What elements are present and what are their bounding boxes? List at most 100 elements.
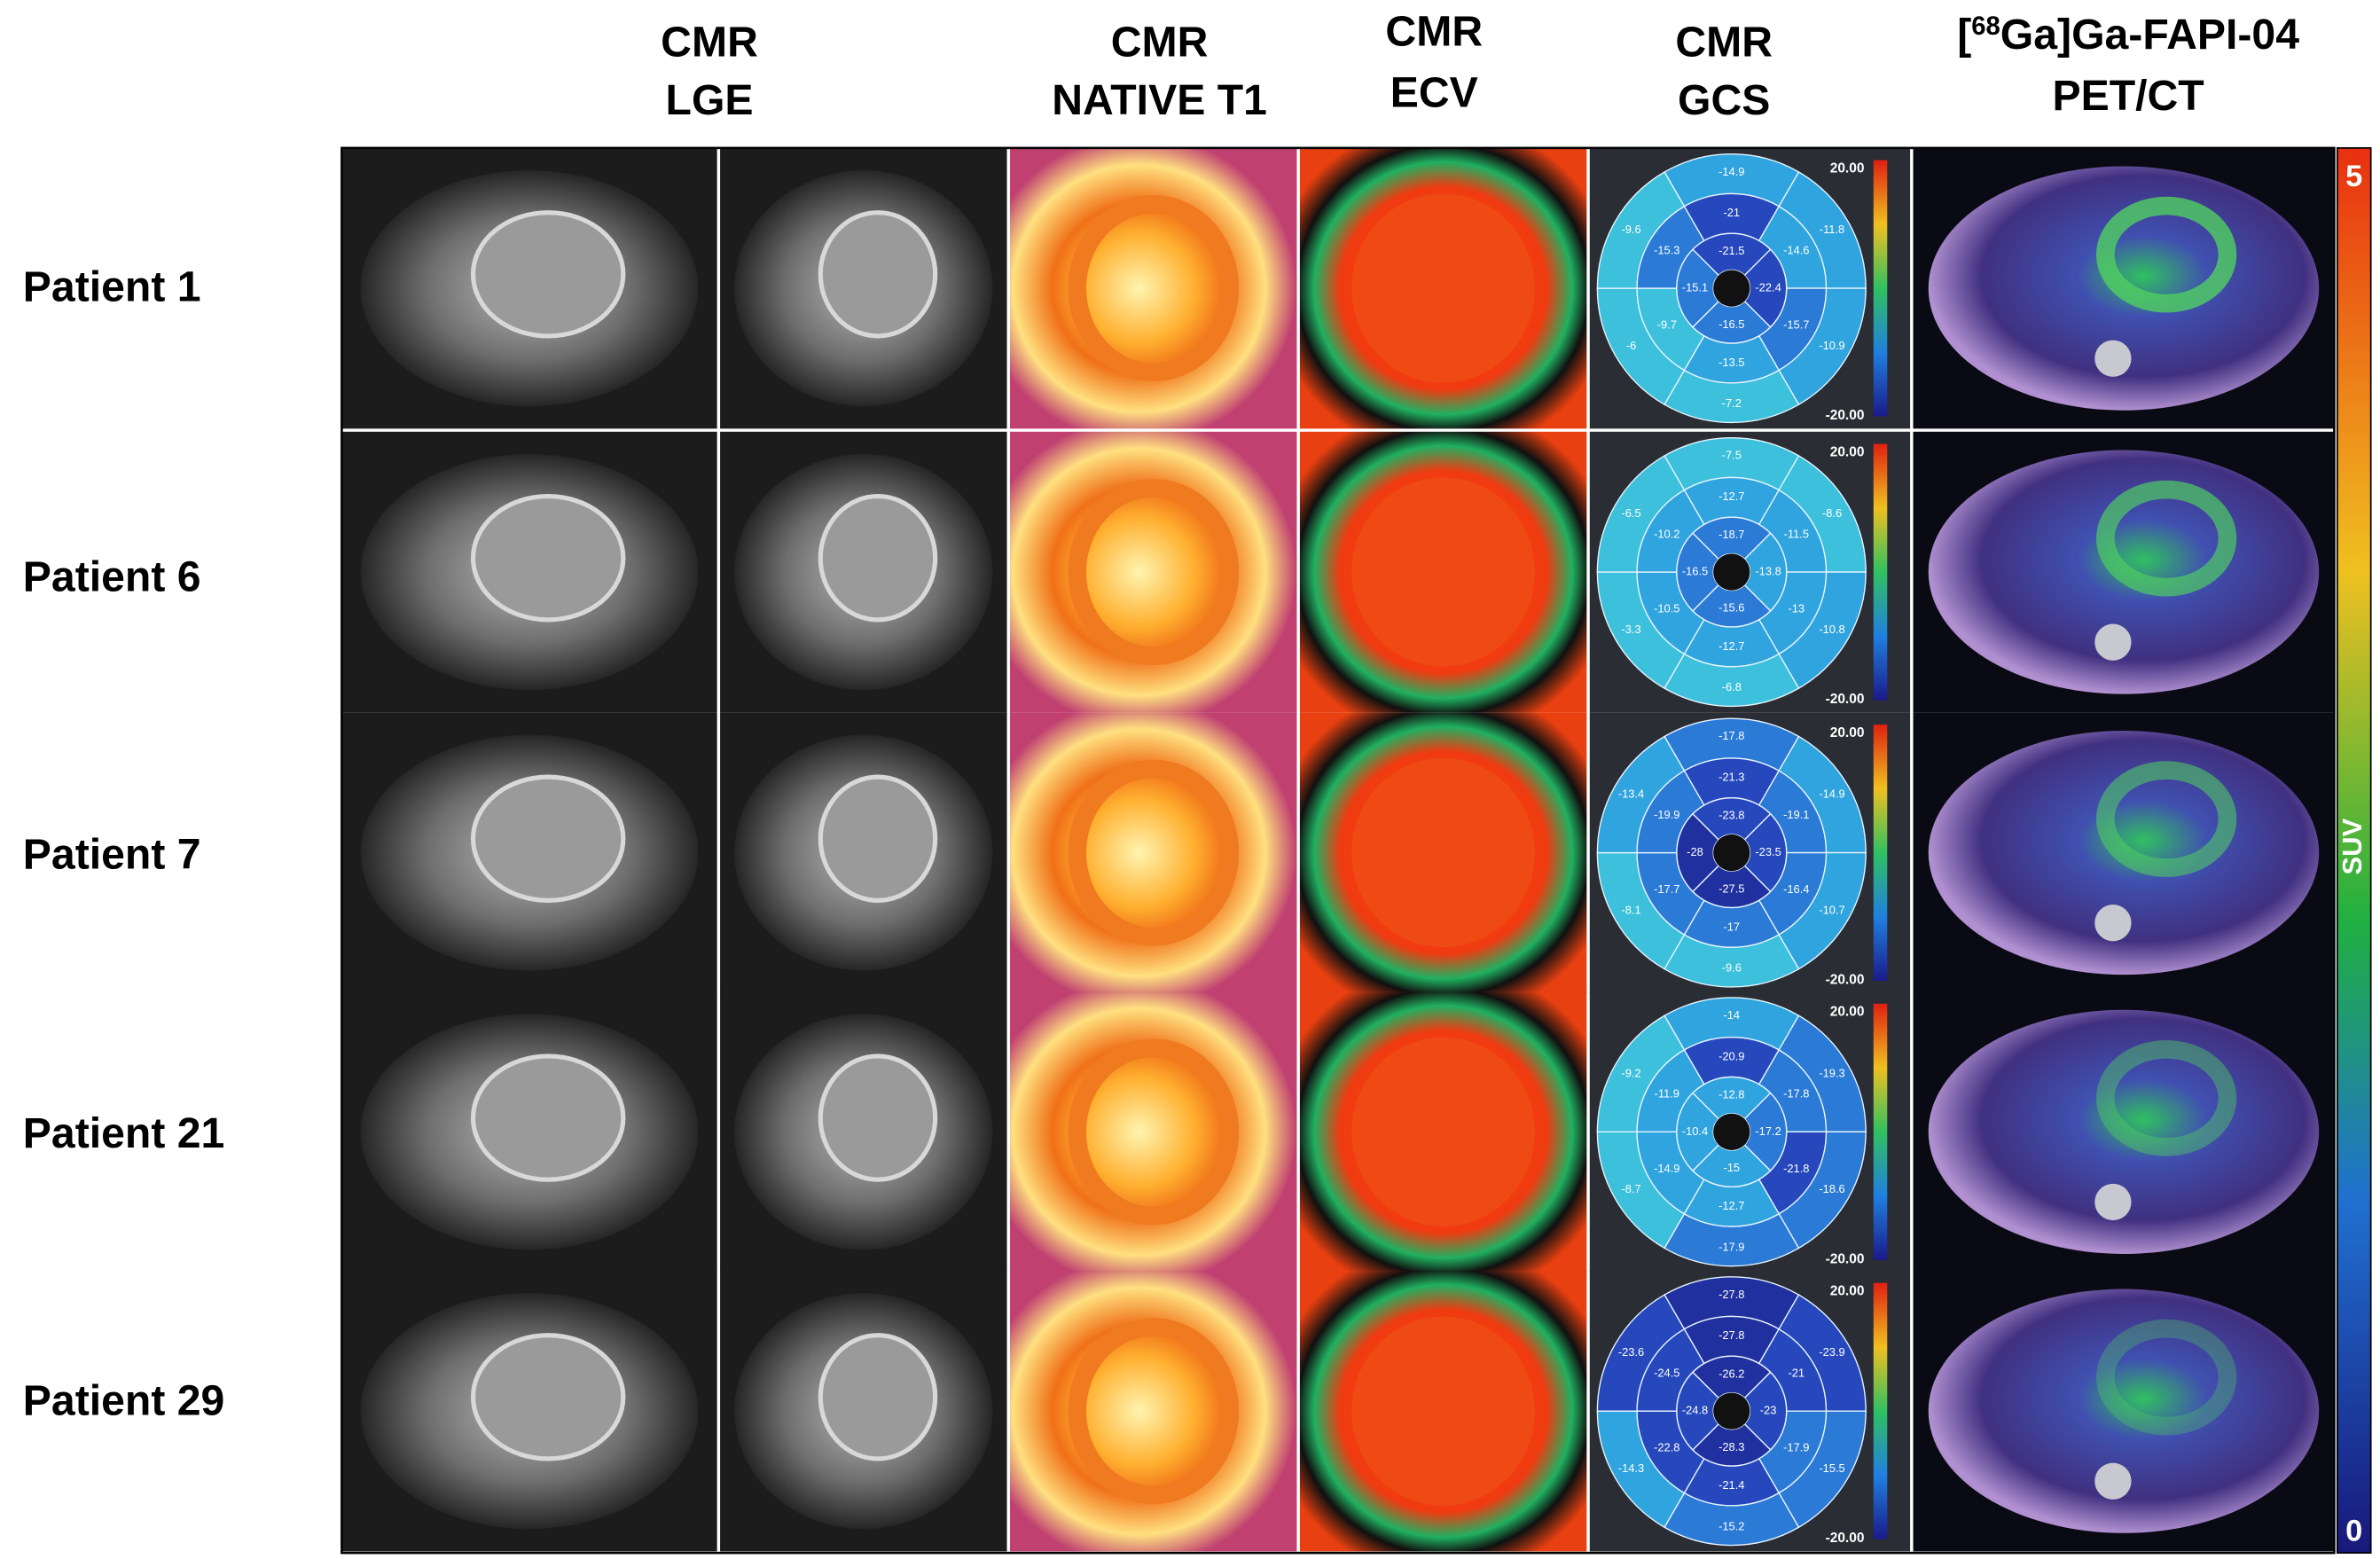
gcs-value: -23.8 [1718,809,1744,822]
gcs-apex [1713,553,1750,591]
t1-image [1009,431,1297,713]
gcs-value: -28 [1687,845,1703,858]
gcs-value: -3.3 [1621,623,1640,636]
pet-body [1928,1289,2320,1533]
gcs-value: -13.8 [1755,564,1781,577]
gcs-value: -22.4 [1755,281,1781,294]
gcs-value: -23.9 [1819,1345,1844,1359]
gcs-value: -10.9 [1819,339,1844,352]
gcs-value: -13.4 [1618,787,1644,801]
gcs-segment [1692,797,1772,841]
column-header: CMR [1385,8,1483,56]
gcs-value: -12.8 [1718,1087,1744,1101]
gcs-value: -9.2 [1621,1066,1640,1079]
gcs-colorbar [1873,725,1888,982]
gcs-value: -15.6 [1718,601,1744,615]
gcs-value: -9.6 [1722,961,1742,975]
gcs-scale-max: 20.00 [1830,1005,1865,1020]
gcs-value: -22.8 [1654,1441,1679,1454]
gcs-scale-min: -20.00 [1826,973,1865,988]
gcs-value: -19.1 [1783,808,1809,821]
patient-label: Patient 7 [23,830,201,878]
gcs-segment [1692,865,1772,909]
t1-heart [1068,479,1240,665]
gcs-value: -14.9 [1819,787,1844,801]
lge-heart [818,1054,938,1182]
column-header: CMR [1111,19,1209,67]
t1-heart [1068,1318,1240,1505]
gcs-value: -21.5 [1718,244,1744,257]
gcs-value: -6.5 [1621,506,1640,520]
gcs-value: -21.4 [1718,1478,1744,1492]
ecv-heart [1351,193,1535,383]
header-part: Ga]Ga-FAPI-04 [2000,11,2299,59]
gcs-value: -17.8 [1718,729,1744,742]
gcs-value: -15.2 [1718,1519,1744,1532]
gcs-scale-min: -20.00 [1826,1251,1865,1266]
header-part: [ [1957,11,1971,59]
gcs-value: -7.2 [1722,396,1742,410]
gcs-value: -18.7 [1718,528,1744,541]
gcs-segment [1743,1092,1788,1172]
ecv-heart [1351,757,1535,948]
column-header: ECV [1390,68,1478,116]
gcs-colorbar [1873,160,1888,417]
gcs-segment [1676,532,1720,612]
gcs-value: -21.8 [1783,1162,1809,1175]
ecv-heart [1351,1037,1535,1227]
pet-uptake [2095,196,2237,313]
gcs-value: -11.8 [1820,223,1844,236]
gcs-value: -27.8 [1718,1328,1744,1342]
gcs-apex [1713,1113,1750,1150]
gcs-scale-max: 20.00 [1830,161,1865,176]
t1-image [1009,991,1297,1273]
gcs-value: -17.8 [1783,1087,1809,1101]
gcs-value: -21.3 [1718,771,1744,784]
gcs-value: -20.9 [1718,1049,1744,1062]
gcs-value: -17.9 [1718,1240,1744,1253]
gcs-apex [1713,1392,1750,1430]
gcs-segment [1743,248,1788,328]
lge-heart [470,774,626,903]
gcs-scale-max: 20.00 [1830,444,1865,459]
patient-label: Patient 29 [23,1376,225,1424]
pet-uptake [2095,480,2237,597]
gcs-value: -14.6 [1783,243,1809,256]
gcs-segment [1676,1092,1720,1172]
gcs-segment [1692,1422,1772,1467]
gcs-segment [1676,1371,1720,1451]
pet-uptake [2095,761,2237,877]
column-header: CMR [1675,19,1773,67]
gcs-segment [1676,812,1720,893]
gcs-value: -7.5 [1722,449,1742,462]
gcs-value: -17 [1723,920,1740,933]
gcs-value: -15 [1723,1161,1740,1174]
pet-spine [2094,1462,2132,1500]
gcs-value: -19.9 [1654,808,1679,821]
t1-heart [1068,195,1240,382]
gcs-value: -12.7 [1718,639,1744,653]
column-header: LGE [666,76,754,124]
pet-spine [2094,340,2132,377]
column-header: PET/CT [2052,72,2204,120]
gcs-value: -6 [1626,339,1636,352]
t1-image [1009,147,1297,429]
gcs-value: -15.1 [1682,281,1708,294]
gcs-value: -10.8 [1819,623,1844,636]
column-header: GCS [1678,76,1770,124]
gcs-value: -17.7 [1654,882,1679,896]
gcs-segment [1692,1355,1772,1399]
gcs-value: -13.5 [1718,356,1744,369]
gcs-value: -14 [1723,1008,1740,1022]
gcs-value: -10.7 [1819,903,1844,916]
pet-spine [2094,1183,2132,1221]
gcs-value: -17.2 [1755,1124,1781,1138]
ecv-heart [1351,1316,1535,1506]
grid-frame [341,146,2336,1555]
gcs-segment [1692,1143,1772,1187]
gcs-segment [1692,300,1772,344]
gcs-apex [1713,834,1750,872]
gcs-value: -11.5 [1784,527,1809,540]
gcs-apex [1713,270,1750,307]
